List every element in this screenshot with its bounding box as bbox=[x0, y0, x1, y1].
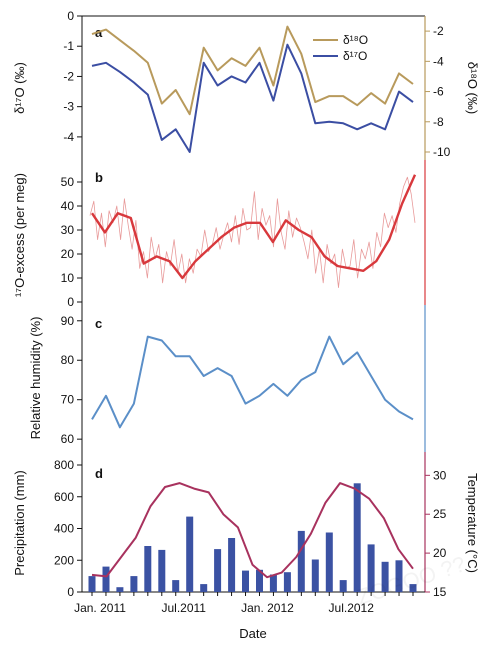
panel-a-legend: δ¹⁸O δ¹⁷O bbox=[313, 33, 368, 63]
panel-a-left-tick-label: -1 bbox=[63, 39, 74, 53]
panel-a-right-tick-label: -4 bbox=[433, 54, 444, 68]
daily-17O-excess-line bbox=[89, 176, 416, 289]
panel-d-right-ticks: 15 20 25 30 bbox=[425, 468, 447, 599]
panel-b-tick-label: 0 bbox=[67, 295, 74, 309]
x-tick-label: Jan. 2011 bbox=[74, 601, 126, 615]
panel-d-right-tick-label: 30 bbox=[433, 468, 447, 482]
panel-d: 0 200 400 600 800 15 20 25 30 Jan. 2011 Jul.2011… bbox=[12, 452, 480, 641]
precipitation-bar bbox=[200, 584, 208, 592]
panel-c-series bbox=[91, 335, 414, 429]
panel-a-ylabel: δ¹⁷O (‰) bbox=[12, 62, 27, 114]
panel-b: 0 10 20 30 40 50 b ¹⁷O-excess (per meg) bbox=[12, 160, 426, 309]
panel-b-ylabel: ¹⁷O-excess (per meg) bbox=[12, 173, 27, 297]
panel-a-left-tick-label: -2 bbox=[63, 69, 74, 83]
panel-a-left-tick-label: -3 bbox=[63, 100, 74, 114]
d18O-line bbox=[91, 25, 414, 116]
panel-b-label: b bbox=[95, 170, 103, 185]
x-tick-label: Jul.2012 bbox=[329, 601, 375, 615]
d17O-line bbox=[91, 43, 414, 153]
precipitation-bar bbox=[130, 576, 138, 592]
panel-b-tick-label: 20 bbox=[61, 247, 75, 261]
panel-a-right-tick-label: -2 bbox=[433, 24, 444, 38]
panel-a: 0-1-2-3-4 -2-4-6-8-10 a δ¹⁷O (‰) δ¹⁸O (‰… bbox=[12, 9, 480, 160]
panel-d-y2label: Temperature (°C) bbox=[465, 473, 480, 573]
panel-c-tick-label: 70 bbox=[61, 393, 75, 407]
panel-b-tick-label: 30 bbox=[61, 223, 75, 237]
precipitation-bar bbox=[381, 561, 389, 592]
precipitation-bar bbox=[395, 560, 403, 593]
panel-c-label: c bbox=[95, 316, 102, 331]
panel-a-y2label: δ¹⁸O (‰) bbox=[465, 62, 480, 114]
panel-a-left-ticks: 0 -1 -2 -3 -4 bbox=[63, 9, 82, 144]
panel-d-left-tick-label: 400 bbox=[54, 522, 74, 536]
precipitation-bar bbox=[214, 549, 222, 592]
panel-c-tick-label: 90 bbox=[61, 314, 75, 328]
temperature-line bbox=[91, 482, 414, 579]
panel-b-ticks: 0 10 20 30 40 50 bbox=[61, 175, 82, 309]
precipitation-bar bbox=[409, 584, 417, 592]
panel-b-series bbox=[89, 174, 417, 289]
precipitation-bar bbox=[144, 546, 152, 592]
panel-a-series bbox=[91, 25, 414, 153]
precipitation-bar bbox=[88, 576, 96, 592]
legend-d17O-label: δ¹⁷O bbox=[343, 49, 367, 63]
panel-d-ylabel: Precipitation (mm) bbox=[12, 470, 27, 575]
panel-c-ticks: 60 70 80 90 bbox=[61, 314, 82, 446]
precipitation-bar bbox=[242, 570, 249, 592]
panel-c: 60 70 80 90 c Relative humidity (%) bbox=[28, 305, 426, 452]
x-tick-label: Jul.2011 bbox=[161, 601, 206, 615]
monthly-17O-excess-line bbox=[91, 174, 417, 280]
panel-c-tick-label: 60 bbox=[61, 432, 75, 446]
precipitation-bar bbox=[325, 532, 333, 592]
panel-d-left-tick-label: 0 bbox=[67, 585, 74, 599]
precipitation-bar bbox=[367, 544, 375, 592]
panel-d-left-tick-label: 200 bbox=[54, 553, 74, 567]
relative-humidity-line bbox=[91, 335, 414, 429]
precipitation-bar bbox=[116, 587, 124, 592]
panel-a-left-tick-label: -4 bbox=[63, 130, 74, 144]
panel-a-right-tick-label: -10 bbox=[433, 145, 451, 159]
panel-d-x-ticks: Jan. 2011 Jul.2011 Jan. 2012 Jul.2012 bbox=[74, 592, 414, 615]
panel-d-right-tick-label: 15 bbox=[433, 585, 447, 599]
precipitation-bar bbox=[186, 516, 194, 592]
panel-c-ylabel: Relative humidity (%) bbox=[28, 317, 43, 440]
panel-c-tick-label: 80 bbox=[61, 353, 75, 367]
panel-a-left-tick-label: 0 bbox=[67, 9, 74, 23]
panel-b-tick-label: 10 bbox=[61, 271, 75, 285]
precipitation-bar bbox=[297, 530, 305, 592]
panel-d-right-tick-label: 25 bbox=[433, 507, 447, 521]
precipitation-bar bbox=[283, 572, 291, 592]
precipitation-bar bbox=[269, 574, 277, 592]
precipitation-bar bbox=[102, 566, 110, 592]
panel-d-left-tick-label: 600 bbox=[54, 490, 74, 504]
panel-a-right-tick-label: -6 bbox=[433, 85, 444, 99]
panel-d-right-tick-label: 20 bbox=[433, 546, 447, 560]
panel-d-series bbox=[88, 482, 417, 593]
panel-d-left-tick-label: 800 bbox=[54, 458, 74, 472]
precipitation-bar bbox=[158, 549, 166, 592]
x-tick-label: Jan. 2012 bbox=[241, 601, 294, 615]
panel-b-tick-label: 40 bbox=[61, 199, 75, 213]
precipitation-bar bbox=[353, 483, 361, 592]
precipitation-bar bbox=[339, 580, 347, 592]
panel-b-tick-label: 50 bbox=[61, 175, 75, 189]
precipitation-bar bbox=[172, 580, 180, 592]
panel-a-right-ticks: -2 -4 -6 -8 -10 bbox=[425, 24, 451, 159]
legend-d18O-label: δ¹⁸O bbox=[343, 33, 368, 47]
panel-a-right-tick-label: -8 bbox=[433, 115, 444, 129]
x-axis-label: Date bbox=[239, 626, 266, 641]
precipitation-bar bbox=[256, 569, 263, 592]
precipitation-bar bbox=[311, 559, 319, 592]
precipitation-bar bbox=[228, 538, 236, 592]
panel-d-left-ticks: 0 200 400 600 800 bbox=[54, 458, 82, 599]
panel-d-label: d bbox=[95, 466, 103, 481]
